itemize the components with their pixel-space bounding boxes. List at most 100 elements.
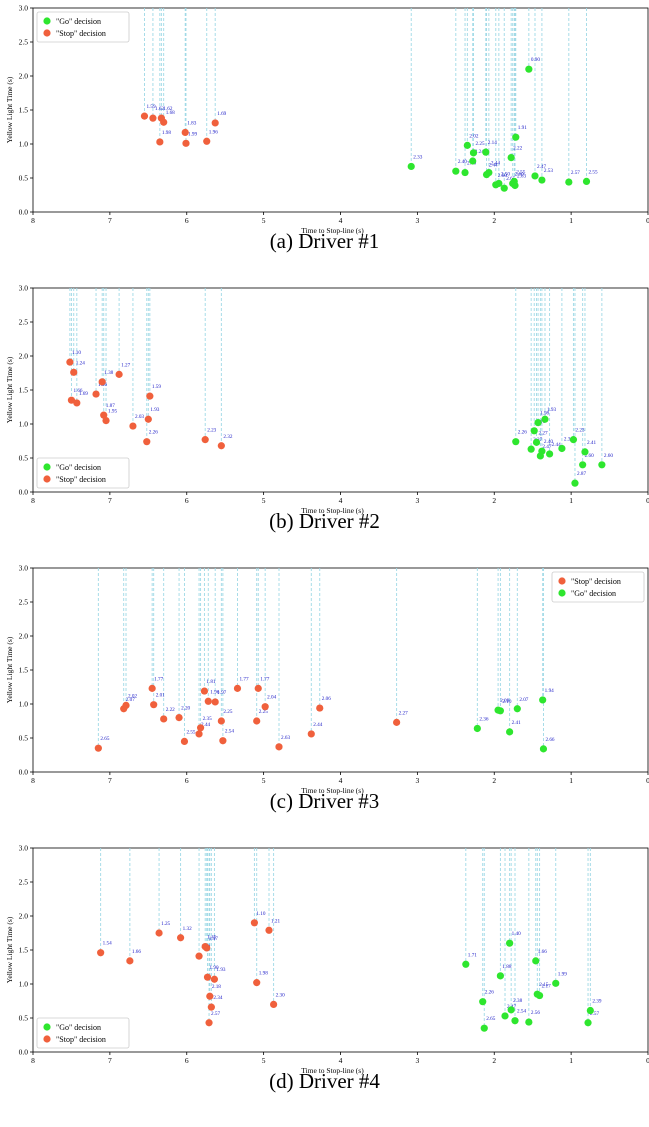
- chart1-x-tick-label: 0: [646, 216, 649, 225]
- chart1-x-tick-label: 7: [108, 216, 112, 225]
- chart3-go-point: [539, 696, 547, 704]
- chart4-y-tick-label: 2.5: [19, 878, 29, 887]
- chart4-stop-point-label: 1.98: [259, 971, 268, 977]
- chart2-go-point-label: 2.87: [577, 471, 586, 477]
- chart2-stop-point-label: 1.66: [73, 388, 82, 394]
- chart1-y-axis-label: Yellow Light Time (s): [5, 76, 14, 143]
- chart4-x-tick-label: 5: [262, 1056, 266, 1065]
- chart1-stop-point: [181, 128, 189, 137]
- chart1-go-point: [407, 162, 415, 171]
- chart2-go-point-label: 2.60: [604, 453, 613, 459]
- chart2-stop-point-label: 1.59: [152, 384, 161, 390]
- chart1-legend-stop-label: "Stop" decision: [56, 29, 106, 38]
- chart4-go-point: [586, 1006, 594, 1015]
- chart2-x-tick-label: 2: [492, 496, 496, 505]
- chart1-go-point-label: 2.40: [458, 159, 467, 165]
- chart3-x-tick-label: 7: [108, 776, 112, 785]
- chart2-stop-point: [143, 438, 151, 446]
- chart4-go-point-label: 2.54: [517, 1009, 526, 1015]
- chart3-stop-point: [122, 701, 130, 709]
- chart2-stop-point-label: 2.03: [135, 414, 144, 420]
- chart4-x-tick-label: 0: [646, 1056, 649, 1065]
- chart2-go-point-label: 2.40: [544, 439, 553, 445]
- chart4-go-point: [532, 957, 540, 965]
- chart1-x-tick-label: 4: [339, 216, 343, 225]
- chart2-y-axis-label: Yellow Light Time (s): [5, 356, 14, 423]
- chart4-go-point-label: 2.39: [592, 999, 601, 1005]
- chart4-go-point: [506, 939, 514, 947]
- chart3-stop-point: [254, 684, 262, 692]
- chart4-stop-point-label: 2.34: [213, 995, 222, 1001]
- chart1-go-point-label: 2.47: [537, 164, 546, 170]
- chart4-stop-point: [250, 919, 258, 927]
- chart4-stop-point: [203, 944, 211, 952]
- chart4-y-tick-label: 0.5: [19, 1014, 29, 1023]
- chart3-x-axis-label: Time to Stop-line (s): [301, 786, 364, 795]
- chart4-stop-point: [205, 1019, 213, 1027]
- chart3-stop-point: [217, 717, 225, 725]
- chart4-stop-point: [253, 979, 261, 987]
- chart4-stop-point: [206, 992, 214, 1000]
- chart2-go-point: [538, 447, 546, 455]
- chart3-stop-point-label: 2.02: [128, 693, 137, 699]
- chart3-y-tick-label: 2.0: [19, 632, 29, 641]
- chart2-x-tick-label: 1: [569, 496, 573, 505]
- chart3-y-tick-label: 1.0: [19, 700, 29, 709]
- chart2-x-tick-label: 4: [339, 496, 343, 505]
- chart2-stop-point: [115, 370, 123, 378]
- chart3-stop-point-label: 2.44: [201, 722, 210, 728]
- chart3-stop-point-label: 2.55: [186, 729, 195, 735]
- chart3-stop-point: [393, 718, 401, 726]
- chart4-stop-point: [265, 926, 273, 934]
- chart4-x-tick-label: 4: [339, 1056, 343, 1065]
- chart2-stop-point: [102, 417, 110, 425]
- chart4-go-point-label: 1.71: [468, 952, 477, 958]
- caption-panel-a: (a) Driver #1: [270, 229, 380, 253]
- chart4-stop-point-label: 1.54: [103, 941, 112, 947]
- chart2-go-point-label: 2.60: [585, 453, 594, 459]
- chart1-go-point-label: 0.90: [531, 57, 540, 63]
- chart4-stop-point-label: 1.32: [183, 926, 192, 932]
- chart1-legend-stop-marker: [43, 29, 51, 37]
- chart2-stop-point-label: 1.93: [150, 407, 159, 413]
- chart3-legend-stop-label: "Stop" decision: [571, 577, 621, 586]
- chart4-stop-point: [270, 1000, 278, 1009]
- chart4-legend-go-marker: [43, 1023, 51, 1031]
- chart4-go-point: [525, 1018, 533, 1026]
- chart2-go-point: [532, 438, 541, 446]
- chart2-y-tick-label: 0.0: [19, 488, 29, 497]
- chart3-x-tick-label: 3: [416, 776, 420, 785]
- chart1-go-point-label: 2.60: [498, 173, 507, 179]
- chart1-go-point-label: 2.22: [513, 146, 522, 152]
- chart4-legend-go-label: "Go" decision: [56, 1023, 101, 1032]
- chart3-stop-point-label: 1.77: [260, 676, 269, 682]
- chart2-go-point: [512, 438, 520, 446]
- chart3-stop-point-label: 2.63: [281, 735, 290, 741]
- chart2-legend-stop-label: "Stop" decision: [56, 475, 106, 484]
- chart1-go-point-label: 2.24: [475, 149, 484, 155]
- chart4-x-axis-label: Time to Stop-line (s): [301, 1066, 364, 1075]
- chart1-y-tick-label: 0.5: [19, 174, 29, 183]
- chart2-y-tick-label: 1.0: [19, 420, 29, 429]
- chart4-x-tick-label: 2: [492, 1056, 496, 1065]
- chart4-stop-point-label: 2.57: [211, 1011, 220, 1017]
- chart1-y-tick-label: 0.0: [19, 208, 29, 217]
- chart3-stop-point: [175, 714, 183, 722]
- chart1-y-tick-label: 1.5: [19, 106, 29, 115]
- chart4-y-tick-label: 1.0: [19, 980, 29, 989]
- chart4-go-point: [507, 1006, 515, 1014]
- chart1-go-point-label: 2.60: [515, 171, 524, 177]
- chart1-x-tick-label: 5: [262, 216, 266, 225]
- chart1-go-point: [511, 181, 519, 190]
- chart4-go-point-label: 2.26: [485, 990, 494, 996]
- chart1-go-point: [582, 177, 591, 185]
- chart3-stop-point-label: 2.35: [203, 716, 212, 722]
- chart1-stop-point-label: 1.62: [155, 106, 164, 112]
- chart1-stop-point: [140, 112, 149, 120]
- chart4-go-point-label: 1.66: [538, 949, 547, 955]
- chart1-go-point-label: 2.44: [489, 163, 498, 169]
- chart1-go-point-label: 2.14: [488, 140, 497, 146]
- chart1-go-point: [469, 149, 478, 157]
- chart2-legend-box: [36, 457, 130, 489]
- chart3-stop-point-label: 1.97: [217, 690, 226, 696]
